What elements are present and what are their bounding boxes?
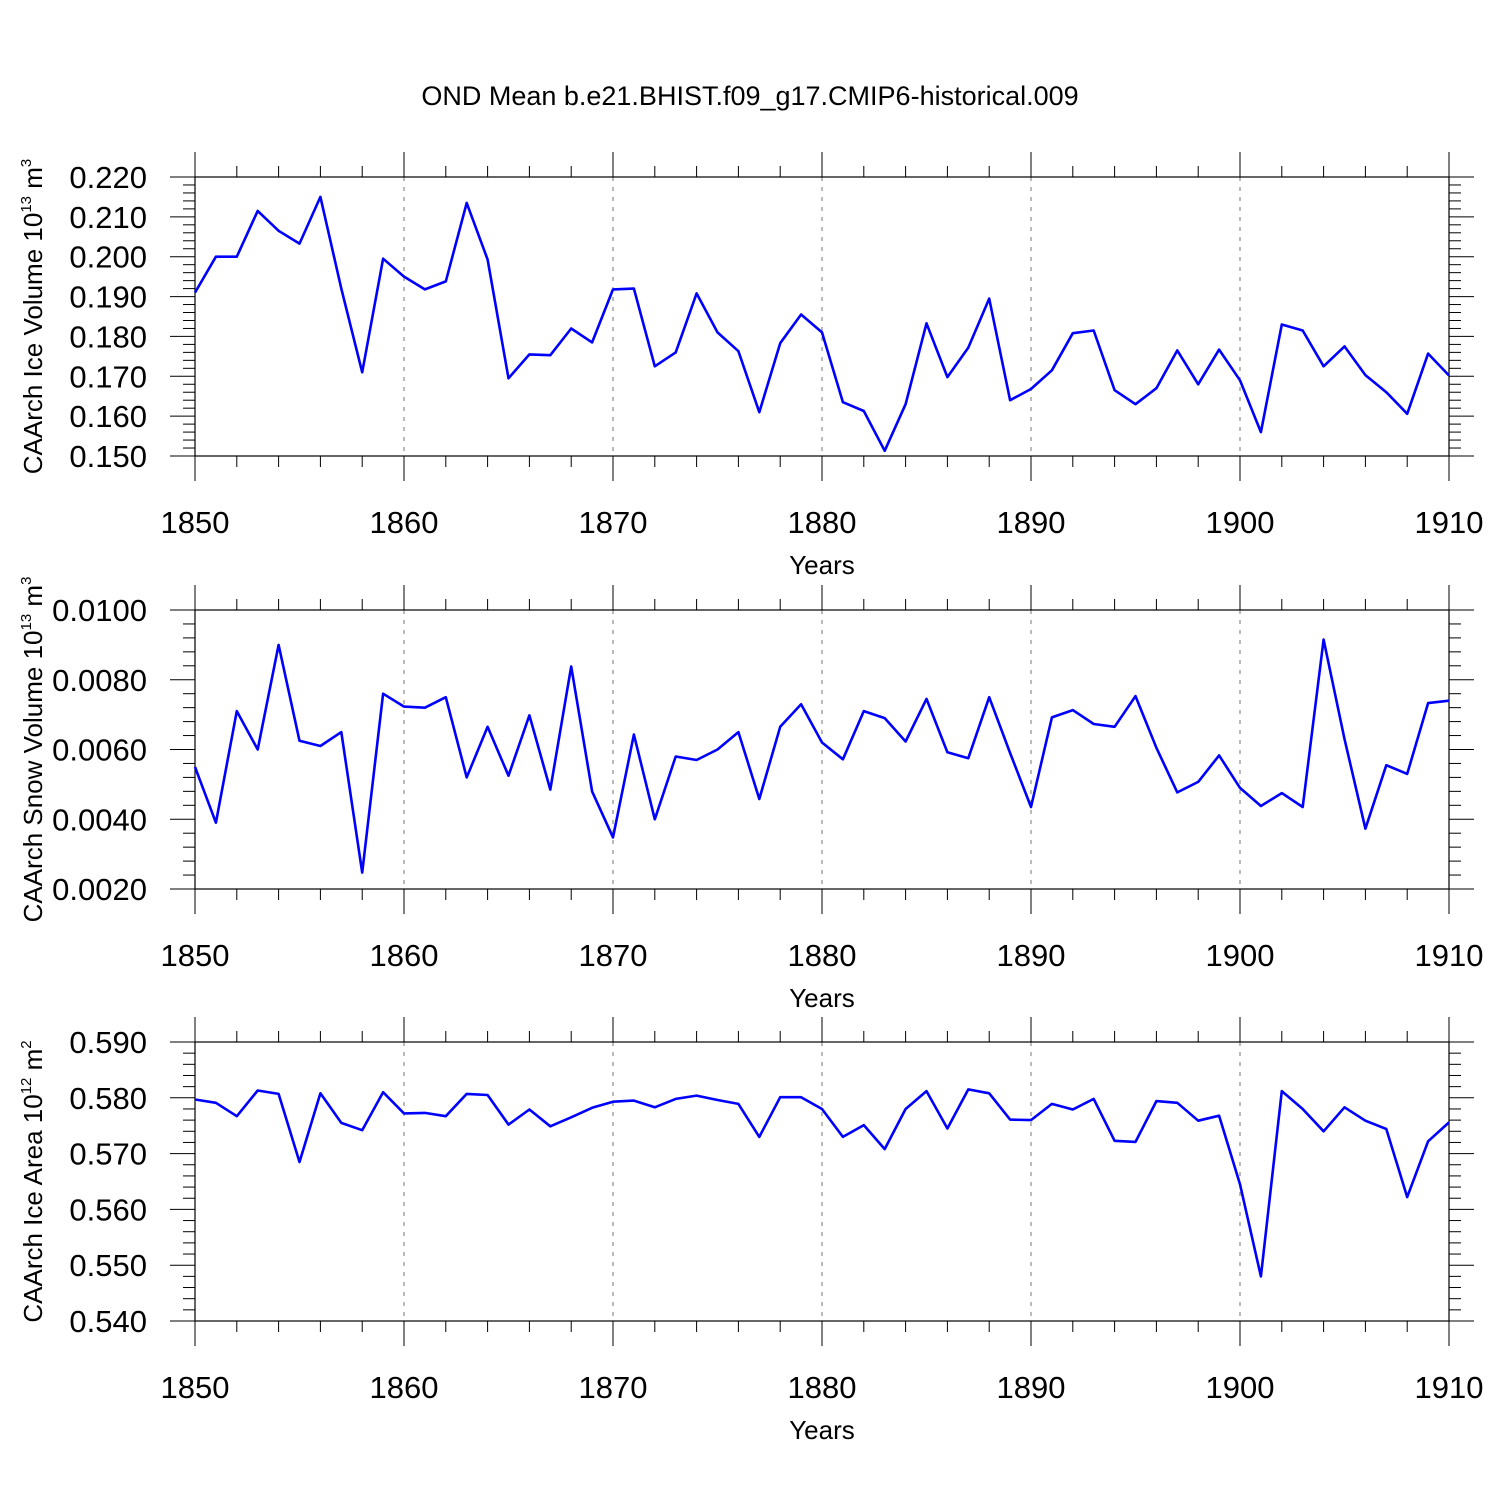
x-tick-label: 1880 [788, 1370, 857, 1405]
y-tick-label: 0.570 [69, 1137, 147, 1172]
x-tick-label: 1870 [579, 505, 648, 540]
y-tick-label: 0.0080 [52, 663, 147, 698]
y-tick-label: 0.170 [69, 359, 147, 394]
y-tick-label: 0.0020 [52, 872, 147, 907]
y-axis-unit: m [18, 167, 48, 196]
y-axis-exponent: 13 [18, 614, 35, 631]
x-tick-label: 1860 [370, 938, 439, 973]
y-axis-label-text: CAArch Snow Volume 10 [18, 630, 48, 922]
series-line [194, 1088, 1450, 1278]
y-tick-label: 0.0040 [52, 802, 147, 837]
y-tick-label: 0.560 [69, 1192, 147, 1227]
y-axis-exponent: 13 [18, 196, 35, 213]
x-tick-label: 1850 [161, 938, 230, 973]
x-tick-label: 1850 [161, 505, 230, 540]
y-tick-label: 0.590 [69, 1025, 147, 1060]
y-tick-label: 0.210 [69, 200, 147, 235]
y-axis-exponent: 12 [18, 1078, 35, 1095]
x-tick-label: 1910 [1415, 1370, 1484, 1405]
x-tick-label: 1890 [997, 505, 1066, 540]
series-line [193, 195, 1450, 453]
x-tick-label: 1860 [370, 1370, 439, 1405]
y-tick-label: 0.0100 [52, 593, 147, 628]
y-axis-unit-exponent: 3 [18, 159, 35, 167]
x-tick-label: 1870 [579, 938, 648, 973]
y-axis-unit-exponent: 2 [18, 1040, 35, 1048]
y-axis-label-text: CAArch Ice Volume 10 [18, 213, 48, 475]
x-axis-title: Years [789, 983, 855, 1013]
x-tick-label: 1870 [579, 1370, 648, 1405]
y-axis-title: CAArch Snow Volume 1013 m3 [18, 577, 48, 923]
y-tick-label: 0.150 [69, 439, 147, 474]
y-tick-label: 0.200 [69, 240, 147, 275]
y-axis-unit-exponent: 3 [18, 577, 35, 585]
panel-1: 0.150 0.160 0.170 0.180 0.190 0.200 0.210 0.220… [18, 152, 1483, 580]
x-axis-title: Years [789, 1415, 855, 1445]
y-tick-label: 0.540 [69, 1304, 147, 1339]
x-tick-label: 1890 [997, 938, 1066, 973]
y-tick-label: 0.190 [69, 280, 147, 315]
y-axis-unit: m [18, 1049, 48, 1078]
x-tick-label: 1900 [1206, 505, 1275, 540]
x-axis-title: Years [789, 550, 855, 580]
x-tick-label: 1900 [1206, 938, 1275, 973]
y-tick-label: 0.220 [69, 160, 147, 195]
series-line [193, 638, 1450, 874]
y-tick-label: 0.160 [69, 399, 147, 434]
panel-2: 0.0020 0.0040 0.0060 0.0080 0.0100 1850 1860 18… [18, 577, 1483, 1013]
x-tick-label: 1890 [997, 1370, 1066, 1405]
x-tick-label: 1900 [1206, 1370, 1275, 1405]
x-tick-label: 1880 [788, 505, 857, 540]
y-axis-unit: m [18, 585, 48, 614]
y-axis-title: CAArch Ice Area 1012 m2 [18, 1040, 48, 1322]
x-tick-label: 1880 [788, 938, 857, 973]
x-tick-label: 1910 [1415, 938, 1484, 973]
y-axis-label-text: CAArch Ice Area 10 [18, 1094, 48, 1322]
chart-title: OND Mean b.e21.BHIST.f09_g17.CMIP6-histo… [421, 81, 1078, 111]
x-tick-label: 1910 [1415, 505, 1484, 540]
y-tick-label: 0.0060 [52, 733, 147, 768]
y-axis-title: CAArch Ice Volume 1013 m3 [18, 159, 48, 475]
y-tick-label: 0.180 [69, 319, 147, 354]
y-tick-label: 0.580 [69, 1081, 147, 1116]
x-tick-label: 1860 [370, 505, 439, 540]
y-tick-label: 0.550 [69, 1248, 147, 1283]
x-tick-label: 1850 [161, 1370, 230, 1405]
panel-3: 0.540 0.550 0.560 0.570 0.580 0.590 1850 1860 18… [18, 1017, 1483, 1445]
